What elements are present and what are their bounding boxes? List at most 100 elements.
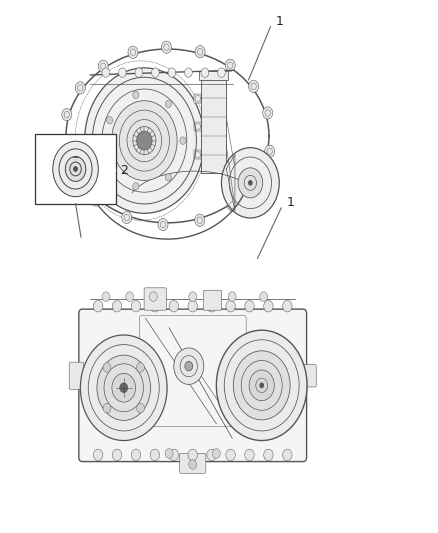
Circle shape (112, 301, 122, 312)
Circle shape (169, 301, 179, 312)
Circle shape (59, 138, 69, 150)
Circle shape (112, 449, 122, 461)
Circle shape (137, 403, 145, 413)
Circle shape (62, 109, 72, 120)
Text: 1: 1 (287, 196, 295, 209)
Circle shape (283, 449, 292, 461)
Circle shape (158, 219, 168, 231)
Text: 1: 1 (276, 15, 284, 28)
FancyBboxPatch shape (302, 365, 316, 387)
Circle shape (180, 137, 186, 144)
Circle shape (238, 168, 263, 198)
Circle shape (207, 301, 216, 312)
Circle shape (150, 449, 159, 461)
Circle shape (248, 180, 253, 185)
Circle shape (225, 59, 235, 71)
Circle shape (80, 335, 167, 440)
Circle shape (74, 166, 78, 172)
Circle shape (207, 449, 216, 461)
Bar (201, 79, 226, 173)
Circle shape (222, 148, 279, 218)
Circle shape (59, 138, 69, 150)
Circle shape (195, 214, 205, 227)
Circle shape (228, 292, 236, 302)
Circle shape (93, 301, 103, 312)
Circle shape (165, 100, 172, 108)
Circle shape (103, 362, 111, 372)
Bar (194, 150, 201, 159)
Bar (194, 122, 201, 131)
Circle shape (112, 374, 135, 402)
Circle shape (137, 362, 145, 372)
Circle shape (126, 292, 134, 302)
Circle shape (53, 141, 98, 197)
Circle shape (259, 383, 264, 388)
Circle shape (65, 157, 86, 181)
Circle shape (165, 449, 173, 458)
Circle shape (226, 301, 235, 312)
Circle shape (149, 292, 157, 302)
Circle shape (98, 60, 108, 72)
Circle shape (212, 449, 220, 458)
Circle shape (216, 330, 307, 440)
Circle shape (185, 361, 193, 371)
Circle shape (201, 68, 209, 77)
Circle shape (174, 348, 204, 384)
Circle shape (93, 449, 103, 461)
Bar (35, 134, 116, 204)
Circle shape (137, 131, 152, 150)
Circle shape (85, 68, 204, 213)
Circle shape (135, 68, 143, 77)
Circle shape (245, 301, 254, 312)
Circle shape (227, 199, 237, 211)
FancyBboxPatch shape (79, 309, 307, 462)
Bar (199, 71, 228, 79)
Circle shape (152, 68, 159, 77)
Circle shape (264, 301, 273, 312)
Circle shape (188, 301, 198, 312)
FancyBboxPatch shape (144, 288, 166, 310)
Circle shape (128, 46, 138, 58)
Circle shape (119, 68, 126, 77)
Text: 2: 2 (120, 164, 128, 177)
Circle shape (102, 68, 110, 77)
Circle shape (189, 292, 197, 302)
Circle shape (218, 68, 225, 77)
Circle shape (263, 107, 273, 119)
Circle shape (133, 91, 139, 99)
FancyBboxPatch shape (180, 453, 206, 473)
Circle shape (264, 449, 273, 461)
Circle shape (168, 68, 176, 77)
Circle shape (188, 449, 198, 461)
Circle shape (150, 301, 159, 312)
Circle shape (131, 301, 141, 312)
Circle shape (169, 449, 179, 461)
Circle shape (91, 194, 101, 206)
Circle shape (260, 292, 268, 302)
Circle shape (249, 370, 274, 401)
Circle shape (106, 117, 113, 124)
Circle shape (252, 175, 262, 187)
Circle shape (189, 459, 197, 470)
Bar (194, 94, 201, 103)
Circle shape (102, 292, 110, 302)
Circle shape (122, 212, 132, 224)
Circle shape (97, 355, 151, 421)
FancyBboxPatch shape (203, 290, 222, 310)
Circle shape (226, 449, 235, 461)
Circle shape (103, 403, 111, 413)
Circle shape (265, 145, 275, 157)
Circle shape (245, 449, 254, 461)
Polygon shape (226, 155, 235, 211)
Circle shape (233, 351, 290, 420)
Circle shape (162, 41, 172, 53)
FancyBboxPatch shape (69, 362, 84, 389)
Circle shape (249, 80, 258, 93)
Circle shape (112, 101, 177, 181)
Circle shape (133, 183, 139, 190)
Circle shape (131, 449, 141, 461)
Circle shape (184, 68, 192, 77)
Circle shape (283, 301, 292, 312)
Circle shape (120, 383, 128, 392)
Circle shape (106, 157, 113, 165)
